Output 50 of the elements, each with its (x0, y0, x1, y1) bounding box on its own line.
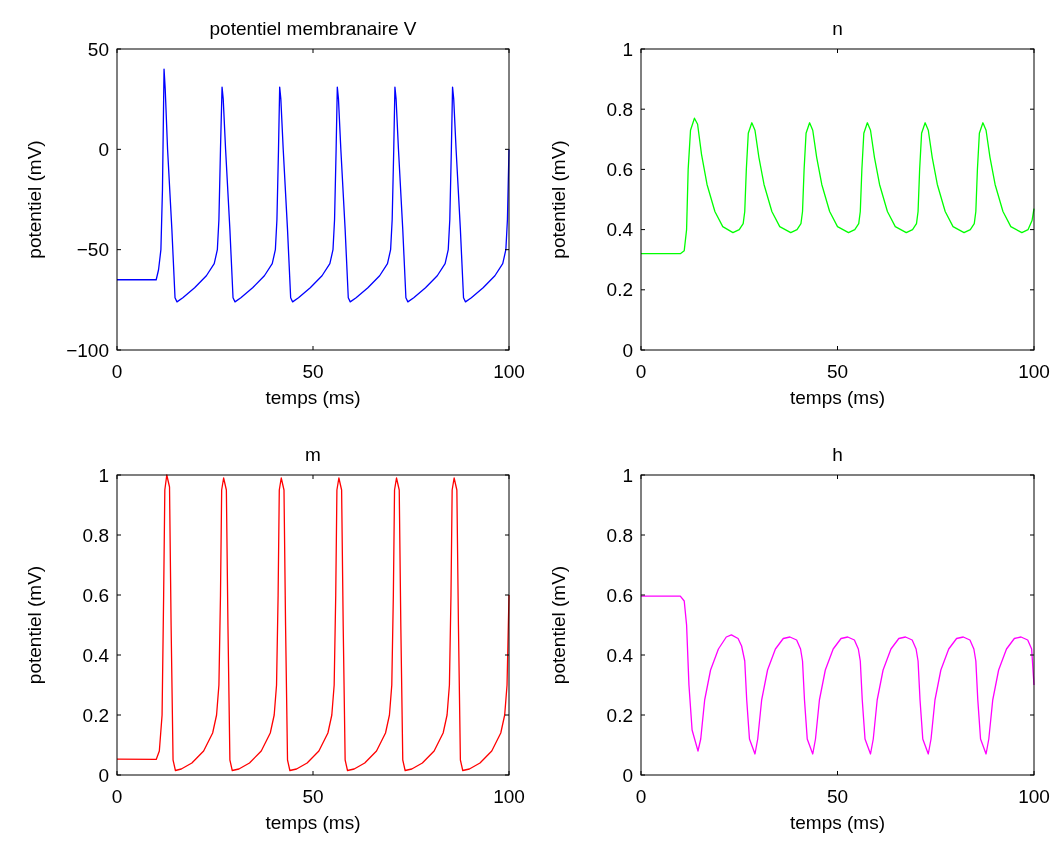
x-axis-title: temps (ms) (265, 387, 361, 408)
x-tick-label: 50 (826, 786, 849, 807)
y-tick-label: 0 (98, 764, 109, 786)
y-tick-label: 0.2 (82, 704, 109, 726)
y-tick-label: 1 (622, 464, 633, 486)
x-tick-label: 0 (111, 361, 123, 382)
y-tick-label: −100 (66, 339, 109, 361)
line-series (640, 595, 1035, 755)
y-tick-label: 0 (622, 764, 633, 786)
y-tick-label: 0.2 (606, 704, 633, 726)
y-axis-title: potentiel (mV) (548, 140, 569, 259)
y-axis-title: potentiel (mV) (24, 140, 45, 259)
y-tick-label: 50 (87, 38, 109, 60)
y-tick-label: 0.4 (606, 219, 634, 241)
line-series (640, 117, 1035, 255)
x-tick-label: 0 (635, 786, 647, 807)
x-axis-title: temps (ms) (265, 812, 361, 833)
x-tick-label: 0 (111, 786, 123, 807)
x-axis-title: temps (ms) (790, 812, 885, 833)
y-tick-label: 1 (622, 38, 633, 60)
chart-title: potentiel membranaire V (209, 18, 417, 39)
line-series (116, 68, 510, 303)
y-tick-label: 0 (98, 138, 109, 160)
chart-title: h (832, 444, 843, 465)
x-tick-label: 100 (493, 361, 525, 382)
x-tick-label: 50 (302, 786, 324, 807)
y-tick-label: 0.6 (606, 159, 633, 181)
y-tick-label: 0.8 (606, 524, 633, 546)
x-tick-label: 100 (493, 786, 525, 807)
y-tick-label: 0.6 (606, 584, 633, 606)
line-series (116, 474, 510, 772)
chart-title: n (832, 18, 843, 39)
x-tick-label: 50 (302, 361, 324, 382)
y-tick-label: 0.8 (606, 98, 633, 120)
y-tick-label: 0.4 (82, 644, 110, 666)
x-tick-label: 100 (1018, 361, 1050, 382)
x-tick-label: 0 (635, 361, 647, 382)
y-tick-label: 0 (622, 339, 633, 361)
y-axis-title: potentiel (mV) (548, 565, 569, 685)
y-tick-label: 0.4 (606, 644, 634, 666)
y-tick-label: 0.2 (606, 279, 633, 301)
y-tick-label: 0.8 (82, 524, 109, 546)
x-tick-label: 50 (826, 361, 849, 382)
x-axis-title: temps (ms) (790, 387, 885, 408)
y-tick-label: 0.6 (82, 584, 109, 606)
x-tick-label: 100 (1018, 786, 1050, 807)
y-tick-label: −50 (76, 239, 109, 261)
chart-title: m (305, 444, 321, 465)
y-tick-label: 1 (98, 464, 109, 486)
y-axis-title: potentiel (mV) (24, 565, 45, 685)
